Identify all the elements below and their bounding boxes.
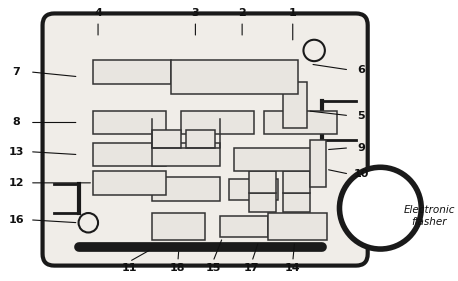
Bar [152,143,220,166]
Bar [93,171,166,194]
Text: 2: 2 [238,8,246,19]
Bar [93,111,166,134]
Bar [171,60,298,94]
FancyBboxPatch shape [43,13,368,266]
Text: 14: 14 [285,262,300,273]
Bar [181,111,254,134]
Bar [283,192,310,212]
Text: 8: 8 [12,117,20,128]
Bar [283,171,310,192]
Text: 3: 3 [191,8,199,19]
Text: 18: 18 [170,262,185,273]
Bar [310,140,326,187]
Bar [283,81,307,128]
Text: 4: 4 [94,8,102,19]
Bar [234,148,312,171]
Bar [220,216,268,237]
Bar [229,179,278,200]
Bar [93,143,166,166]
Bar [185,130,215,148]
Text: 10: 10 [353,169,369,179]
Text: 7: 7 [12,67,20,77]
Text: 15: 15 [205,262,221,273]
Bar [263,111,337,134]
Circle shape [304,40,325,61]
Text: 12: 12 [9,178,24,188]
Circle shape [339,167,421,249]
Text: 16: 16 [8,215,24,225]
Bar [249,171,276,192]
Text: 17: 17 [244,262,260,273]
Bar [152,213,205,240]
Text: 13: 13 [9,147,24,157]
Text: 1: 1 [289,8,297,19]
Bar [249,192,276,212]
Text: 5: 5 [357,111,365,121]
Bar [93,60,171,83]
Text: 6: 6 [357,65,365,75]
Bar [152,130,181,148]
Bar [152,177,220,201]
Bar [268,213,327,240]
Text: 11: 11 [121,262,137,273]
Text: Electronic
flasher: Electronic flasher [403,205,455,227]
Circle shape [79,213,98,232]
Text: 9: 9 [357,143,365,153]
